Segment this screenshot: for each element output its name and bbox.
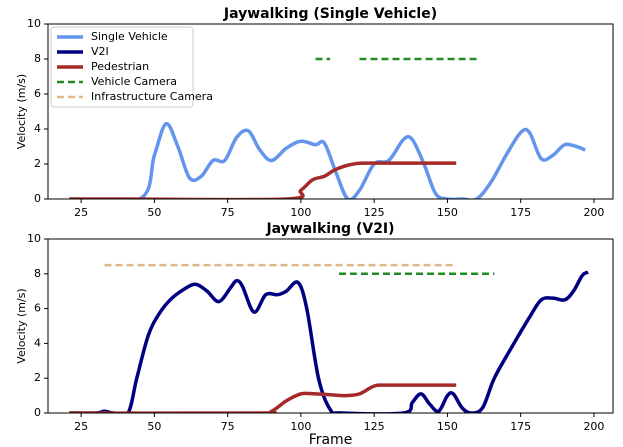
y-tick-label: 2	[34, 371, 41, 384]
y-tick-label: 0	[34, 406, 41, 419]
chart-title: Jaywalking (V2I)	[265, 221, 394, 237]
x-tick-label: 100	[290, 206, 311, 219]
x-tick-label: 25	[74, 206, 88, 219]
y-tick-label: 4	[34, 336, 41, 349]
y-tick-label: 8	[34, 267, 41, 280]
legend-label: Vehicle Camera	[91, 75, 177, 88]
legend-label: Single Vehicle	[91, 30, 168, 43]
y-tick-label: 8	[34, 52, 41, 65]
x-tick-label: 200	[583, 206, 604, 219]
y-tick-label: 4	[34, 122, 41, 135]
axes-frame	[47, 238, 614, 414]
legend-label: Pedestrian	[91, 60, 149, 73]
y-tick-label: 10	[27, 232, 41, 245]
chart-title: Jaywalking (Single Vehicle)	[223, 6, 437, 22]
series-line	[69, 122, 586, 199]
x-tick-label: 175	[510, 420, 531, 433]
x-tick-label: 50	[147, 420, 161, 433]
x-tick-label: 75	[221, 206, 235, 219]
axes-frame	[47, 23, 614, 200]
y-tick-label: 6	[34, 87, 41, 100]
legend-label: V2I	[91, 45, 109, 58]
series-line	[69, 161, 457, 199]
x-tick-label: 75	[221, 420, 235, 433]
x-tick-label: 125	[364, 206, 385, 219]
y-axis-label: Velocity (m/s)	[15, 288, 28, 363]
x-tick-label: 100	[290, 420, 311, 433]
x-axis-label: Frame	[309, 432, 353, 447]
legend-label: Infrastructure Camera	[91, 90, 213, 103]
x-tick-label: 50	[147, 206, 161, 219]
x-tick-label: 200	[583, 420, 604, 433]
series-line	[69, 383, 457, 413]
x-tick-label: 150	[437, 420, 458, 433]
x-tick-label: 25	[74, 420, 88, 433]
series-line	[69, 270, 589, 413]
y-axis-label: Velocity (m/s)	[15, 74, 28, 149]
y-tick-label: 10	[27, 17, 41, 30]
y-tick-label: 6	[34, 302, 41, 315]
x-tick-label: 125	[364, 420, 385, 433]
x-tick-label: 150	[437, 206, 458, 219]
y-tick-label: 2	[34, 157, 41, 170]
x-tick-label: 175	[510, 206, 531, 219]
y-tick-label: 0	[34, 192, 41, 205]
legend-box	[50, 26, 194, 108]
